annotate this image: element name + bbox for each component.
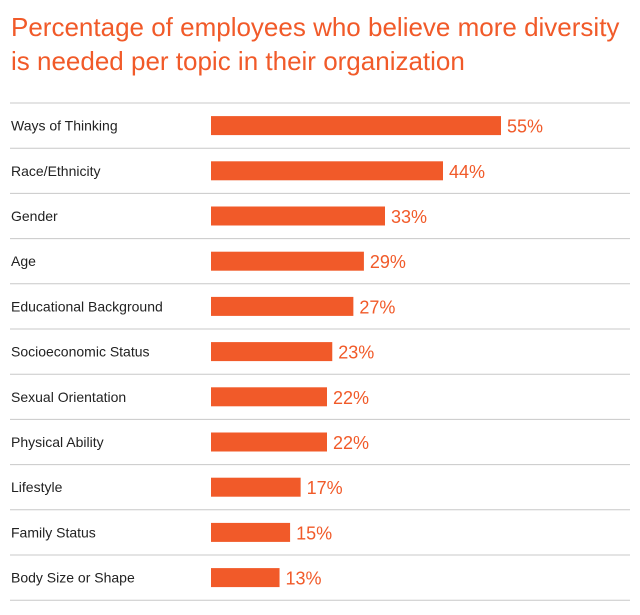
category-label: Socioeconomic Status: [11, 344, 150, 360]
category-label: Body Size or Shape: [11, 570, 135, 586]
category-label: Educational Background: [11, 298, 163, 314]
value-label: 22%: [333, 388, 369, 408]
category-label: Lifestyle: [11, 479, 63, 495]
bar: [211, 116, 501, 136]
value-label: 15%: [296, 523, 332, 543]
bar: [211, 161, 443, 181]
bar: [211, 477, 301, 497]
value-label: 22%: [333, 433, 369, 453]
value-label: 33%: [391, 207, 427, 227]
category-label: Ways of Thinking: [11, 118, 118, 134]
value-label: 29%: [370, 252, 406, 272]
category-label: Physical Ability: [11, 434, 104, 450]
bar: [211, 296, 354, 316]
value-label: 23%: [338, 343, 374, 363]
value-label: 27%: [359, 297, 395, 317]
bar: [211, 206, 385, 226]
value-label: 44%: [449, 162, 485, 182]
value-label: 13%: [286, 569, 322, 589]
category-label: Family Status: [11, 524, 96, 540]
category-label: Sexual Orientation: [11, 389, 126, 405]
value-label: 55%: [507, 117, 543, 137]
category-label: Race/Ethnicity: [11, 163, 100, 179]
bar: [211, 342, 333, 362]
bar: [211, 251, 364, 271]
bar: [211, 522, 291, 542]
bar: [211, 568, 280, 588]
category-label: Age: [11, 253, 36, 269]
category-label: Gender: [11, 208, 58, 224]
bar: [211, 432, 327, 452]
chart-title: Percentage of employees who believe more…: [11, 12, 620, 76]
bar: [211, 387, 327, 407]
value-label: 17%: [307, 478, 343, 498]
